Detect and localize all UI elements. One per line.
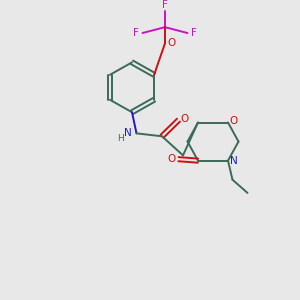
Text: O: O — [229, 116, 238, 126]
Text: F: F — [162, 0, 168, 10]
Text: O: O — [167, 38, 176, 48]
Text: F: F — [133, 28, 139, 38]
Text: O: O — [168, 154, 176, 164]
Text: H: H — [117, 134, 123, 143]
Text: F: F — [191, 28, 197, 38]
Text: O: O — [180, 114, 189, 124]
Text: N: N — [230, 156, 237, 166]
Text: N: N — [124, 128, 132, 138]
